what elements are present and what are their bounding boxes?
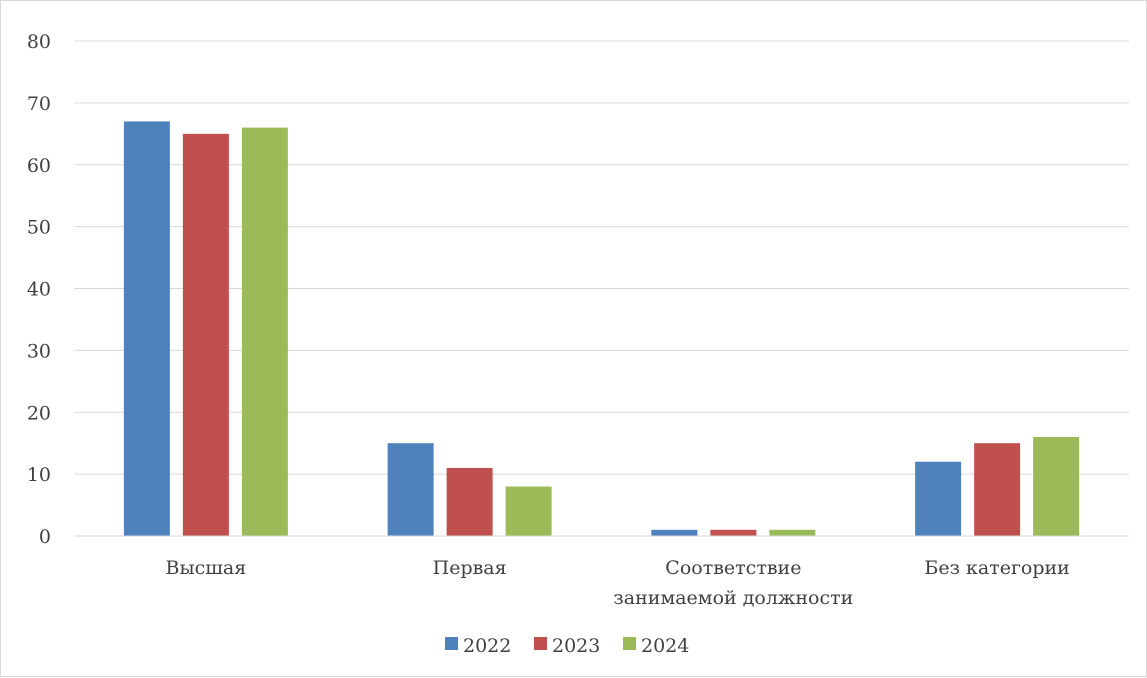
bar-2022-2 xyxy=(651,529,698,536)
bar-2024-1 xyxy=(505,486,552,536)
y-tick-label: 70 xyxy=(27,93,51,115)
legend[interactable]: 2022 2023 2024 xyxy=(445,635,689,657)
bar-2024-2 xyxy=(769,529,816,536)
bars xyxy=(123,121,1080,536)
y-tick-label: 10 xyxy=(27,464,51,486)
legend-item-2022[interactable]: 2022 xyxy=(445,635,511,657)
bar-2022-3 xyxy=(915,461,962,536)
bar-2024-0 xyxy=(241,127,288,536)
legend-label: 2023 xyxy=(552,635,600,657)
category-labels: Высшая Первая Соответствие занимаемой должн… xyxy=(166,557,1070,609)
bar-2023-1 xyxy=(446,467,493,536)
bar-2023-2 xyxy=(710,529,757,536)
legend-label: 2022 xyxy=(463,635,511,657)
category-label: Первая xyxy=(433,557,507,579)
bar-2023-3 xyxy=(974,443,1021,536)
gridlines xyxy=(74,40,1129,475)
y-axis-ticks: 0 10 20 30 40 50 60 70 80 xyxy=(27,31,51,548)
category-label: Соответствие xyxy=(665,557,801,579)
y-tick-label: 40 xyxy=(27,279,51,301)
y-tick-label: 80 xyxy=(27,31,51,53)
category-label: Без категории xyxy=(924,557,1069,579)
bar-2023-0 xyxy=(182,133,229,536)
legend-swatch xyxy=(534,637,547,650)
y-tick-label: 50 xyxy=(27,217,51,239)
y-tick-label: 20 xyxy=(27,402,51,424)
bar-2022-1 xyxy=(387,443,434,536)
y-tick-label: 30 xyxy=(27,340,51,362)
legend-item-2023[interactable]: 2023 xyxy=(534,635,600,657)
category-label: занимаемой должности xyxy=(613,587,853,609)
legend-item-2024[interactable]: 2024 xyxy=(623,635,689,657)
bar-2024-3 xyxy=(1033,437,1080,536)
y-tick-label: 60 xyxy=(27,155,51,177)
legend-label: 2024 xyxy=(641,635,689,657)
y-tick-label: 0 xyxy=(39,526,51,548)
legend-swatch xyxy=(445,637,458,650)
bar-2022-0 xyxy=(123,121,170,536)
category-label: Высшая xyxy=(166,557,247,579)
legend-swatch xyxy=(623,637,636,650)
